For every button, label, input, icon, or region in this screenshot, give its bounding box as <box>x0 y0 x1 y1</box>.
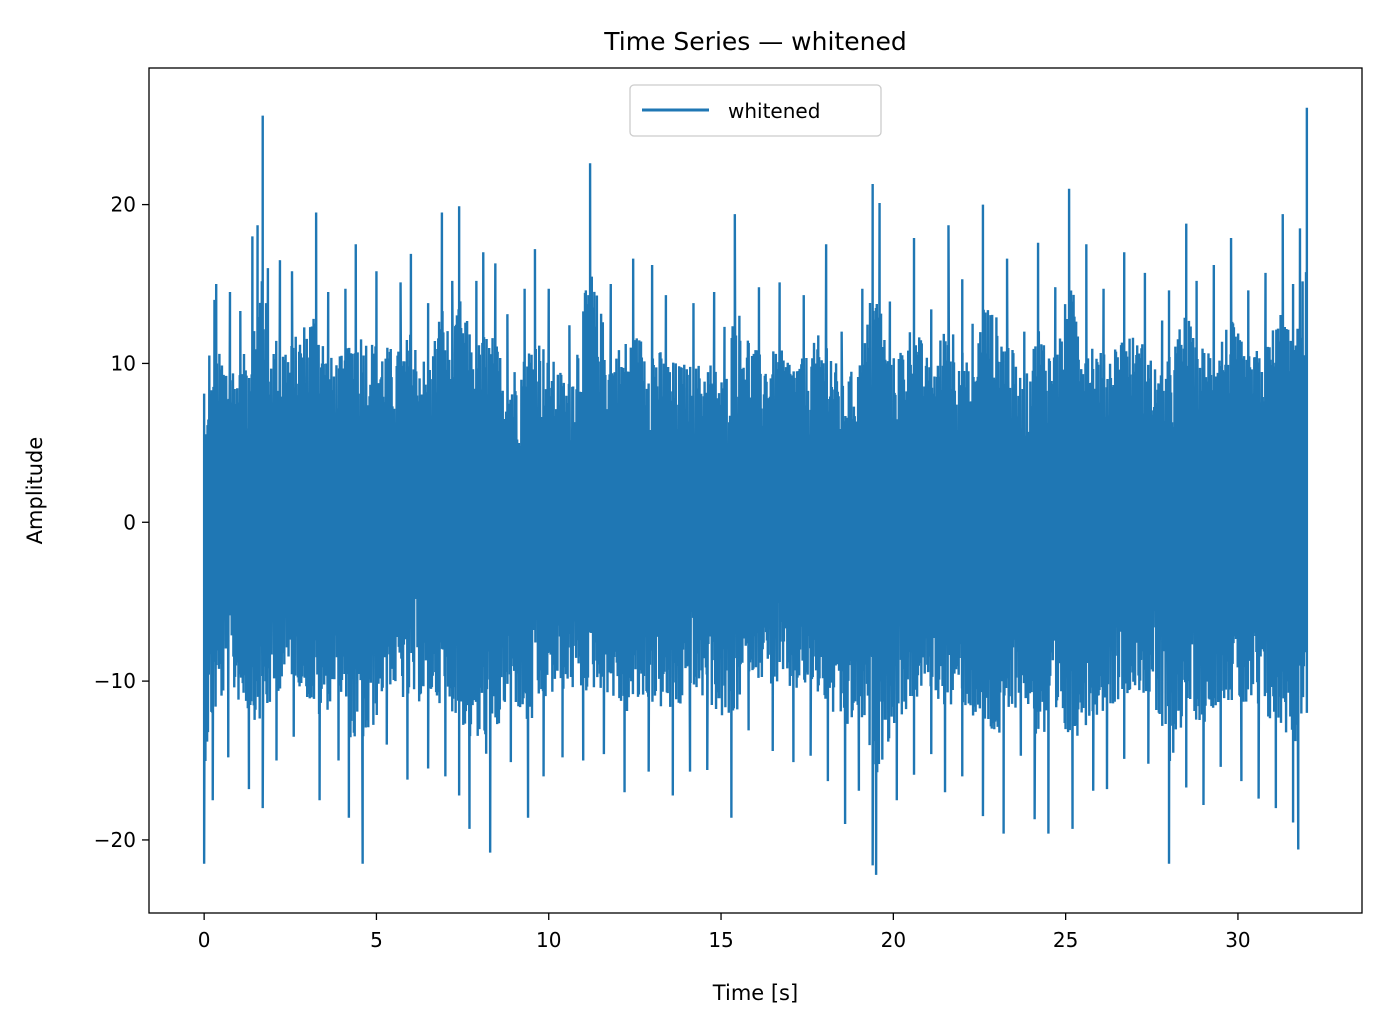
y-tick-label: 0 <box>123 510 136 534</box>
legend-label-whitened: whitened <box>728 99 820 123</box>
y-tick-label: 10 <box>111 351 136 375</box>
x-axis-label: Time [s] <box>712 981 798 1005</box>
legend-box <box>629 84 882 137</box>
x-tick-label: 0 <box>198 928 211 952</box>
plot-border <box>148 67 1363 914</box>
x-tick-label: 10 <box>536 928 561 952</box>
y-tick-label: −20 <box>94 828 136 852</box>
y-axis: −20 −10 0 10 20 <box>94 193 149 852</box>
y-tick-label: 20 <box>111 193 136 217</box>
x-tick-label: 5 <box>370 928 383 952</box>
series-layer <box>202 107 1309 875</box>
legend: whitened <box>629 84 882 137</box>
x-tick-label: 25 <box>1053 928 1078 952</box>
chart-title: Time Series — whitened <box>603 27 906 56</box>
x-axis: 0 5 10 15 20 25 30 <box>198 913 1251 952</box>
x-tick-label: 20 <box>881 928 906 952</box>
series-line-whitened <box>202 107 1309 875</box>
y-axis-label: Amplitude <box>23 437 47 545</box>
x-tick-label: 15 <box>708 928 733 952</box>
y-tick-label: −10 <box>94 669 136 693</box>
x-tick-label: 30 <box>1225 928 1250 952</box>
